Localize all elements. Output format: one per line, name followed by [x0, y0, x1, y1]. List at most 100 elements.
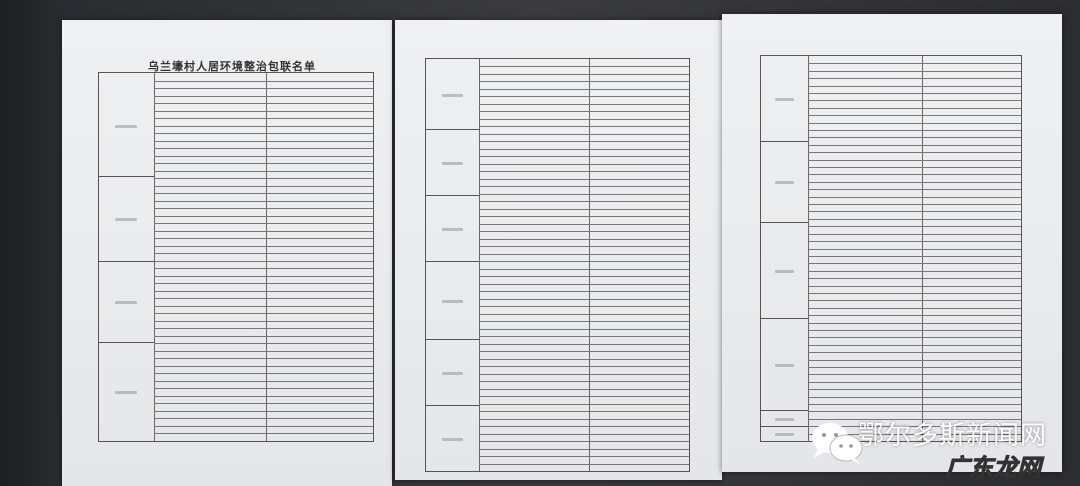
group-label [775, 98, 794, 102]
group-label [115, 301, 138, 305]
table-row [807, 226, 1021, 228]
table-row [807, 144, 1021, 146]
table-row [153, 328, 373, 330]
table-row [807, 233, 1021, 235]
table-row [478, 111, 689, 113]
table-row [153, 163, 373, 165]
table-row [478, 216, 689, 218]
table-row [807, 159, 1021, 161]
table-row [153, 320, 373, 322]
table-row [153, 230, 373, 232]
table-row [478, 313, 689, 315]
sheet-title: 乌兰壕村人居环境整治包联名单 [148, 60, 316, 73]
table-row [153, 208, 373, 210]
table-row [478, 358, 689, 360]
table-row [153, 170, 373, 172]
table-row [807, 189, 1021, 191]
table-row [807, 218, 1021, 220]
group-divider [99, 260, 154, 262]
group-divider [99, 341, 154, 343]
table-row [807, 107, 1021, 109]
table-row [153, 193, 373, 195]
table-row [807, 426, 1021, 428]
table-row [807, 418, 1021, 420]
table-row [807, 85, 1021, 87]
table-row [807, 344, 1021, 346]
table-row [478, 336, 689, 338]
table-row [478, 276, 689, 278]
table-column-divider [153, 73, 155, 441]
table-row [153, 350, 373, 352]
table-row [153, 283, 373, 285]
table-row [153, 298, 373, 300]
table-row [153, 80, 373, 82]
table-row [153, 245, 373, 247]
table-row [153, 335, 373, 337]
table-row [478, 328, 689, 330]
table-row [478, 163, 689, 165]
document-sheet-3 [722, 14, 1062, 472]
table-row [807, 78, 1021, 80]
table-row [478, 126, 689, 128]
table-row [153, 253, 373, 255]
table-row [807, 255, 1021, 257]
table-row [478, 141, 689, 143]
group-divider [761, 317, 808, 319]
table-row [807, 70, 1021, 72]
group-divider [761, 140, 808, 142]
table-row [478, 373, 689, 375]
table-row [478, 381, 689, 383]
table-row [153, 155, 373, 157]
table-column-divider [478, 59, 480, 471]
table-row [478, 463, 689, 465]
table-row [153, 185, 373, 187]
group-divider [761, 221, 808, 223]
table-row [478, 351, 689, 353]
table-row [478, 433, 689, 435]
table-row [153, 365, 373, 367]
table-row [478, 223, 689, 225]
table-row [807, 359, 1021, 361]
table-row [153, 373, 373, 375]
group-label [775, 181, 794, 185]
group-label [441, 94, 463, 98]
table-row [153, 133, 373, 135]
table-row [478, 366, 689, 368]
group-label [775, 269, 794, 273]
group-divider [426, 339, 479, 341]
table-row [478, 321, 689, 323]
group-label [775, 364, 794, 367]
table-row [807, 315, 1021, 317]
table-row [153, 215, 373, 217]
table-row [478, 283, 689, 285]
group-label [441, 227, 463, 231]
table-row [807, 396, 1021, 398]
table-row [807, 411, 1021, 413]
table-row [153, 403, 373, 405]
group-divider [761, 410, 808, 412]
table-row [478, 418, 689, 420]
table-row [807, 433, 1021, 435]
table-row [153, 388, 373, 390]
table-row [478, 403, 689, 405]
table-row [153, 410, 373, 412]
table-row [153, 290, 373, 292]
document-sheet-1 [62, 20, 392, 486]
table-row [478, 456, 689, 458]
table-row [153, 305, 373, 307]
table-row [478, 186, 689, 188]
table-row [807, 241, 1021, 243]
table-row [807, 292, 1021, 294]
table-row [153, 103, 373, 105]
table-row [807, 248, 1021, 250]
table-row [807, 167, 1021, 169]
wechat-icon [812, 423, 863, 464]
table-column-divider [589, 59, 591, 471]
table-row [478, 81, 689, 83]
group-label [115, 218, 138, 222]
table-row [807, 100, 1021, 102]
table-row [153, 260, 373, 262]
table-row [807, 152, 1021, 154]
table-row [153, 238, 373, 240]
table-row [807, 63, 1021, 65]
